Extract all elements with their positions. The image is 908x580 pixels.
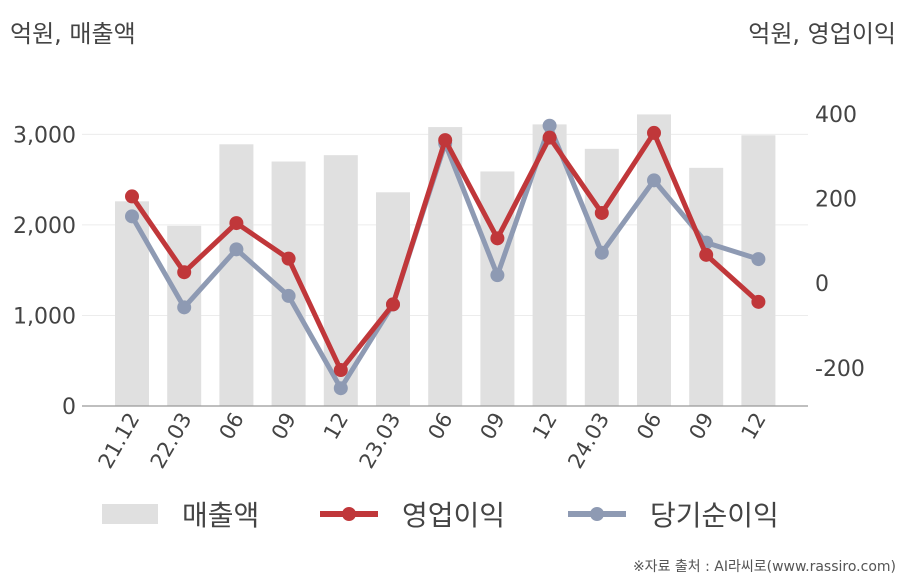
net-income-point — [281, 288, 296, 303]
left-axis-label: 억원, 매출액 — [10, 20, 136, 48]
net-income-point — [490, 268, 505, 283]
right-tick-label: 200 — [815, 188, 857, 213]
legend-label-operating-profit: 영업이익 — [402, 499, 505, 532]
bar-revenue — [115, 201, 149, 406]
legend-marker-net-income — [590, 507, 604, 521]
operating-profit-point — [125, 189, 139, 204]
x-tick-label: 12 — [737, 409, 771, 444]
right-axis-label: 억원, 영업이익 — [748, 20, 896, 48]
operating-profit-point — [490, 231, 505, 246]
bar-revenue — [689, 167, 724, 406]
net-income-point — [333, 381, 348, 396]
operating-profit-point — [333, 363, 348, 378]
source-credit: ※자료 출처 : AI라씨로(www.rassiro.com) — [632, 559, 896, 575]
legend-label-revenue: 매출액 — [182, 499, 259, 532]
net-income-point — [751, 252, 766, 267]
net-income-point — [125, 209, 139, 224]
operating-profit-point — [438, 133, 453, 148]
x-tick-label: 09 — [267, 409, 301, 444]
net-income-point — [647, 173, 661, 188]
x-tick-label: 09 — [684, 409, 718, 444]
x-tick-label: 12 — [528, 409, 562, 444]
net-income-point — [177, 300, 192, 315]
net-income-point — [229, 242, 244, 257]
x-tick-label: 22.03 — [146, 409, 197, 473]
operating-profit-point — [386, 297, 400, 312]
legend-swatch-revenue — [102, 504, 158, 524]
operating-profit-point — [751, 294, 766, 309]
bar-revenue — [584, 148, 619, 407]
net-income-point — [594, 245, 609, 260]
operating-profit-point — [177, 265, 192, 280]
x-tick-label: 06 — [632, 409, 666, 444]
legend-marker-operating-profit — [342, 507, 356, 521]
x-tick-label: 12 — [319, 409, 353, 444]
operating-profit-point — [281, 251, 296, 266]
x-tick-label: 06 — [215, 409, 249, 444]
left-tick-label: 2,000 — [13, 214, 76, 239]
operating-profit-point — [699, 247, 714, 262]
operating-profit-point — [594, 205, 609, 220]
bar-revenue — [741, 135, 776, 406]
left-tick-label: 1,000 — [13, 304, 76, 329]
right-tick-label: 0 — [815, 272, 829, 297]
operating-profit-point — [542, 130, 557, 145]
left-tick-label: 0 — [62, 395, 76, 420]
x-tick-label: 23.03 — [354, 409, 405, 473]
x-tick-label: 06 — [423, 409, 457, 444]
net-income-point — [542, 118, 557, 133]
right-tick-label: 400 — [815, 103, 857, 128]
bar-revenue — [480, 171, 515, 406]
right-tick-label: -200 — [815, 357, 865, 382]
operating-profit-point — [647, 125, 661, 140]
x-tick-label: 24.03 — [563, 409, 614, 473]
x-tick-label: 09 — [476, 409, 510, 444]
bar-revenue — [219, 144, 254, 407]
left-tick-label: 3,000 — [13, 123, 76, 148]
x-tick-label: 21.12 — [93, 409, 144, 473]
legend-label-net-income: 당기순이익 — [650, 499, 779, 532]
bar-revenue — [532, 124, 567, 406]
operating-profit-point — [229, 216, 244, 231]
